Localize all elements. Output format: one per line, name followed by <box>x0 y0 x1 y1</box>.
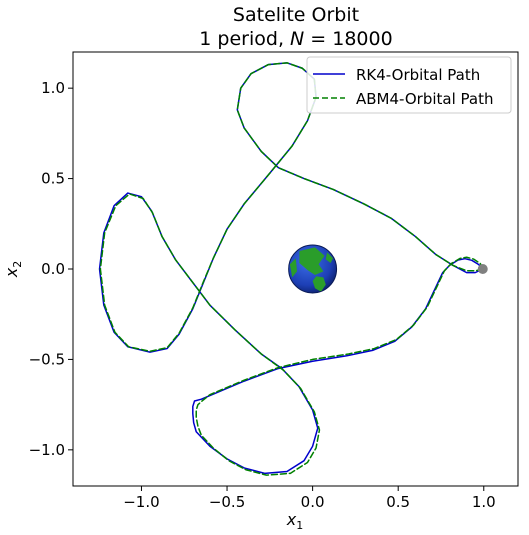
series-line-abm4 <box>99 62 484 476</box>
earth-landmass <box>289 258 297 278</box>
series-layer <box>98 62 484 476</box>
earth-landmass <box>299 247 325 275</box>
x-tick-label: −1.0 <box>123 493 159 511</box>
x-axis: −1.0 −0.5 0.0 0.5 1.0 <box>123 486 496 511</box>
legend-label-rk4: RK4-Orbital Path <box>356 66 480 84</box>
y-axis-label: x2 <box>2 261 24 278</box>
y-tick-label: 0.0 <box>41 260 65 278</box>
earth-landmass <box>312 276 326 292</box>
legend-label-abm4: ABM4-Orbital Path <box>356 90 494 108</box>
y-tick-label: 0.5 <box>41 170 65 188</box>
legend-box <box>306 56 512 114</box>
x-tick-label: 0.0 <box>301 493 325 511</box>
y-tick-label: 1.0 <box>41 79 65 97</box>
chart-subtitle: 1 period, N = 18000 <box>199 28 392 50</box>
moon-marker <box>477 264 488 274</box>
legend: RK4-Orbital Path ABM4-Orbital Path <box>306 56 512 114</box>
x-tick-label: 1.0 <box>472 493 496 511</box>
x-axis-label: x1 <box>286 510 303 532</box>
x-tick-label: 0.5 <box>386 493 410 511</box>
earth-icon <box>288 244 338 294</box>
y-tick-label: −1.0 <box>29 441 65 459</box>
chart-title: Satelite Orbit <box>233 4 359 26</box>
x-tick-label: −0.5 <box>209 493 245 511</box>
earth-landmass <box>325 252 333 263</box>
y-axis: −1.0 −0.5 0.0 0.5 1.0 <box>29 79 73 459</box>
y-tick-label: −0.5 <box>29 350 65 368</box>
